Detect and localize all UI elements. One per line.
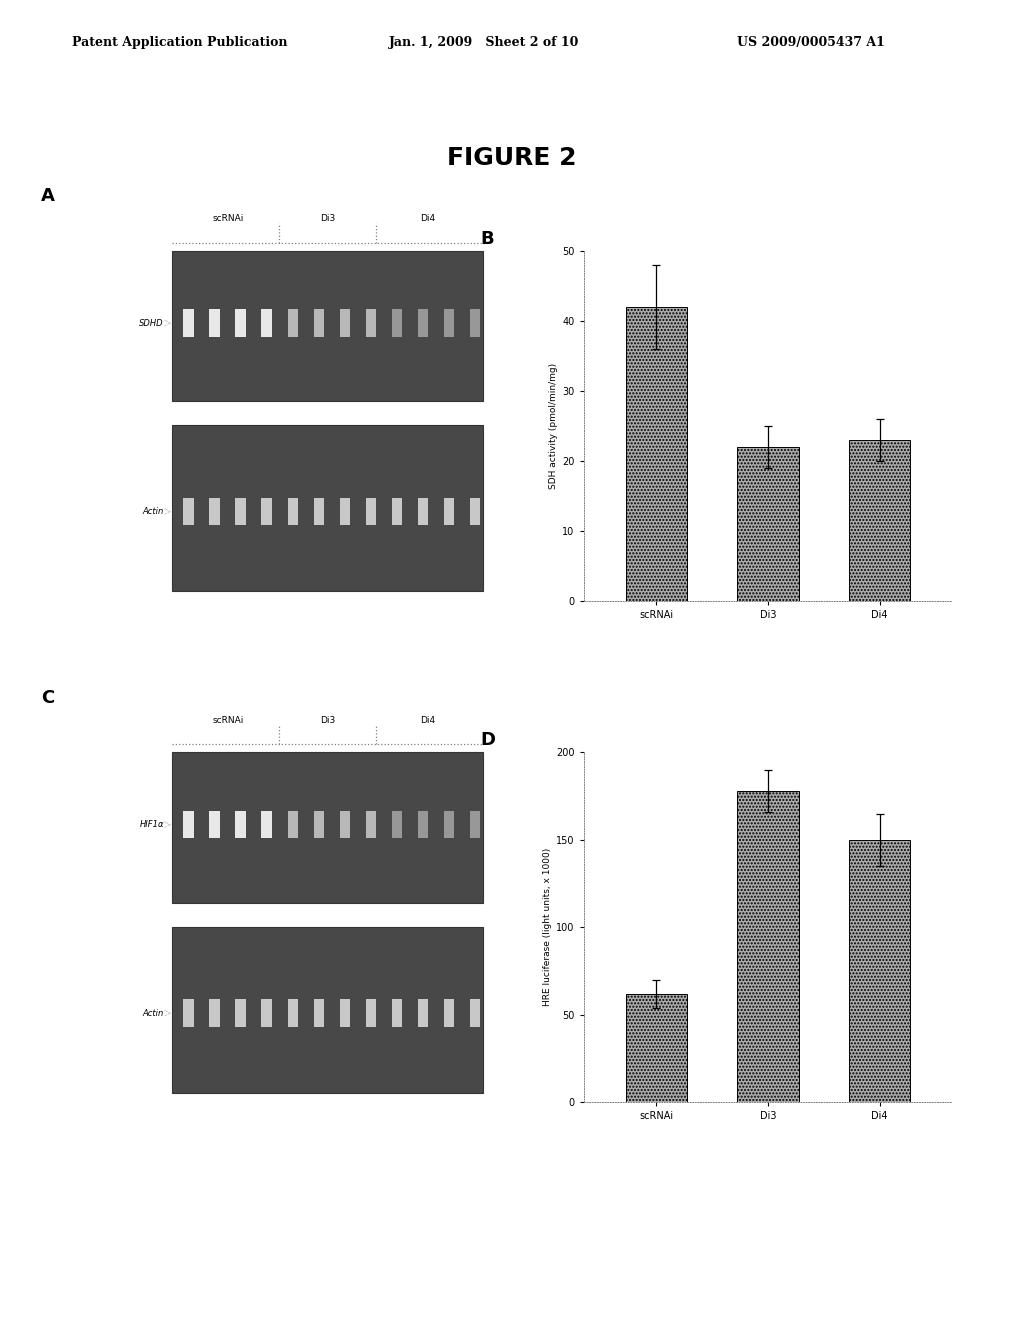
Bar	[183, 309, 194, 337]
Bar	[288, 498, 298, 525]
Bar	[209, 810, 219, 838]
Bar	[236, 309, 246, 337]
Bar	[261, 309, 271, 337]
Text: Actin: Actin	[142, 1008, 164, 1018]
Text: Di4: Di4	[420, 715, 435, 725]
Bar	[313, 810, 324, 838]
Bar	[444, 810, 455, 838]
Bar	[470, 810, 480, 838]
Bar	[392, 498, 402, 525]
Bar	[444, 498, 455, 525]
Bar	[313, 309, 324, 337]
Text: HIF1α: HIF1α	[139, 820, 164, 829]
Bar	[172, 425, 483, 591]
Bar	[737, 791, 799, 1102]
Bar	[418, 810, 428, 838]
Text: FIGURE 2: FIGURE 2	[447, 147, 577, 170]
Bar	[172, 251, 483, 401]
Bar	[236, 810, 246, 838]
Bar	[236, 498, 246, 525]
Text: C: C	[41, 689, 54, 708]
Bar	[418, 309, 428, 337]
Bar	[172, 927, 483, 1093]
Bar	[340, 810, 350, 838]
Bar	[288, 309, 298, 337]
Bar	[261, 810, 271, 838]
Bar	[236, 999, 246, 1027]
Y-axis label: HRE luciferase (light units, x 1000): HRE luciferase (light units, x 1000)	[543, 849, 552, 1006]
Bar	[392, 810, 402, 838]
Bar	[366, 810, 376, 838]
Bar	[626, 306, 687, 601]
Bar	[288, 810, 298, 838]
Text: D: D	[480, 731, 496, 750]
Bar	[340, 309, 350, 337]
Text: Di4: Di4	[420, 214, 435, 223]
Bar	[340, 498, 350, 525]
Y-axis label: SDH activity (pmol/min/mg): SDH activity (pmol/min/mg)	[549, 363, 558, 488]
Bar	[418, 498, 428, 525]
Bar	[366, 999, 376, 1027]
Bar	[313, 999, 324, 1027]
Bar	[849, 840, 910, 1102]
Text: B: B	[480, 230, 495, 248]
Bar	[183, 810, 194, 838]
Bar	[470, 309, 480, 337]
Bar	[209, 309, 219, 337]
Bar	[288, 999, 298, 1027]
Bar	[470, 999, 480, 1027]
Bar	[626, 994, 687, 1102]
Bar	[209, 999, 219, 1027]
Bar	[366, 498, 376, 525]
Bar	[470, 498, 480, 525]
Bar	[261, 498, 271, 525]
Bar	[444, 999, 455, 1027]
Bar	[261, 999, 271, 1027]
Text: Actin: Actin	[142, 507, 164, 516]
Text: scRNAi: scRNAi	[212, 214, 244, 223]
Bar	[183, 999, 194, 1027]
Bar	[418, 999, 428, 1027]
Bar	[392, 999, 402, 1027]
Text: US 2009/0005437 A1: US 2009/0005437 A1	[737, 36, 885, 49]
Text: SDHD: SDHD	[139, 318, 164, 327]
Text: Di3: Di3	[321, 214, 335, 223]
Bar	[183, 498, 194, 525]
Bar	[366, 309, 376, 337]
Bar	[209, 498, 219, 525]
Text: Di3: Di3	[321, 715, 335, 725]
Bar	[172, 752, 483, 903]
Bar	[444, 309, 455, 337]
Bar	[392, 309, 402, 337]
Bar	[340, 999, 350, 1027]
Text: A: A	[41, 187, 55, 206]
Text: Patent Application Publication: Patent Application Publication	[72, 36, 287, 49]
Bar	[849, 440, 910, 601]
Bar	[737, 446, 799, 601]
Text: scRNAi: scRNAi	[212, 715, 244, 725]
Bar	[313, 498, 324, 525]
Text: Jan. 1, 2009   Sheet 2 of 10: Jan. 1, 2009 Sheet 2 of 10	[389, 36, 580, 49]
